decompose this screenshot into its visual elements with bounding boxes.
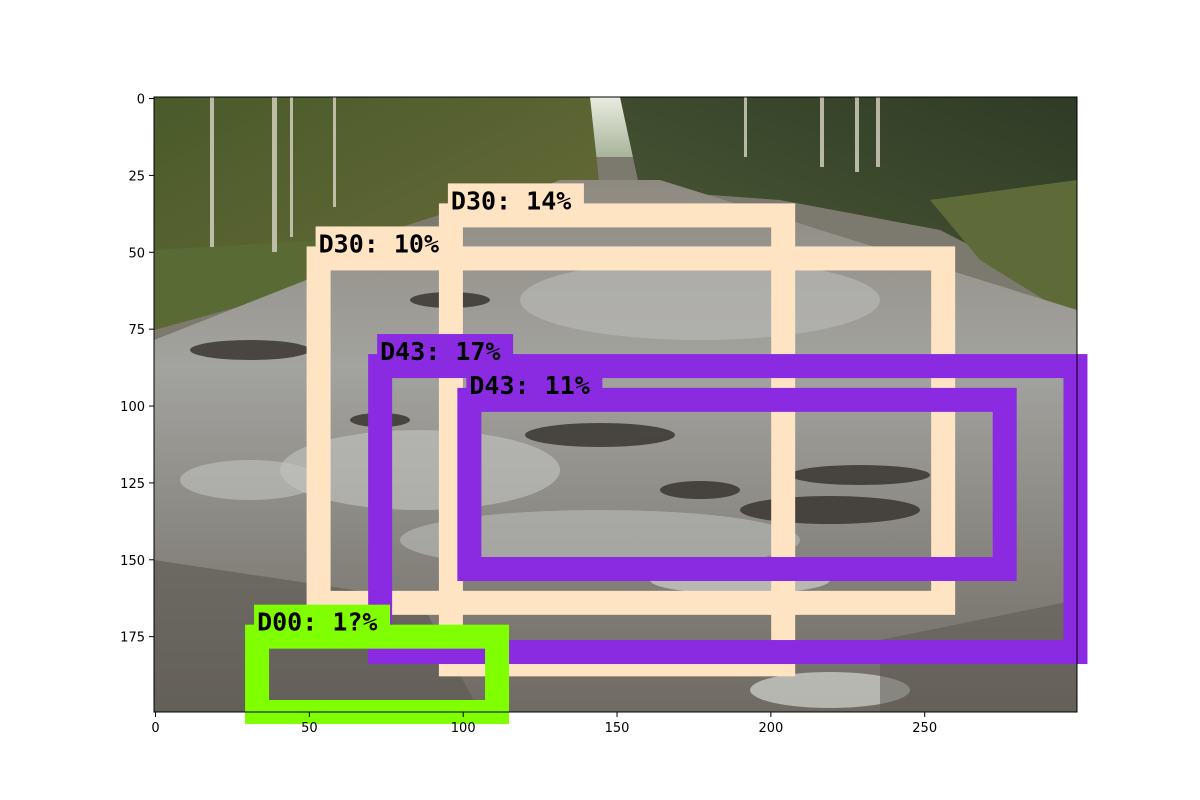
y-tick-label: 75 [128, 323, 145, 338]
detection-label: D43: 11% [469, 371, 589, 400]
y-tick-label: 175 [120, 631, 145, 646]
detection-label: D00: 1?% [257, 608, 377, 637]
y-tick-label: 50 [128, 246, 145, 261]
bounding-box [438, 203, 796, 677]
detection-label: D43: 17% [380, 337, 500, 366]
bounding-box [306, 246, 956, 615]
label-background [315, 226, 452, 259]
x-axis: 0 50 100 150 200 250 [151, 712, 937, 736]
label-background [254, 604, 391, 637]
y-axis: 0 25 50 75 100 125 150 175 [120, 93, 154, 646]
detection-label: D30: 14% [451, 186, 571, 215]
detection-d43: D43: 11% [457, 367, 1017, 582]
bounding-box [368, 354, 1088, 665]
detection-d30: D30: 10% [306, 226, 956, 615]
y-tick-label: 100 [120, 400, 145, 415]
x-tick-label: 200 [758, 721, 783, 736]
x-tick-label: 0 [151, 721, 159, 736]
label-background [466, 367, 603, 400]
detection-label: D30: 10% [319, 229, 439, 258]
y-tick-label: 0 [137, 93, 145, 108]
axes-frame [153, 96, 1078, 713]
x-tick-label: 50 [301, 721, 318, 736]
x-tick-label: 250 [912, 721, 937, 736]
detection-d30: D30: 14% [438, 183, 796, 677]
y-tick-label: 150 [120, 554, 145, 569]
x-tick-label: 100 [451, 721, 476, 736]
label-background [377, 334, 514, 367]
x-tick-label: 150 [605, 721, 630, 736]
y-tick-label: 25 [128, 169, 145, 184]
detection-overlays: D30: 14% D30: 10% D43: 17% D43: 11% D00: 1?% [245, 183, 1088, 724]
y-tick-label: 125 [120, 477, 145, 492]
label-background [447, 183, 584, 216]
bounding-box [457, 387, 1017, 582]
detection-d43: D43: 17% [368, 334, 1088, 665]
